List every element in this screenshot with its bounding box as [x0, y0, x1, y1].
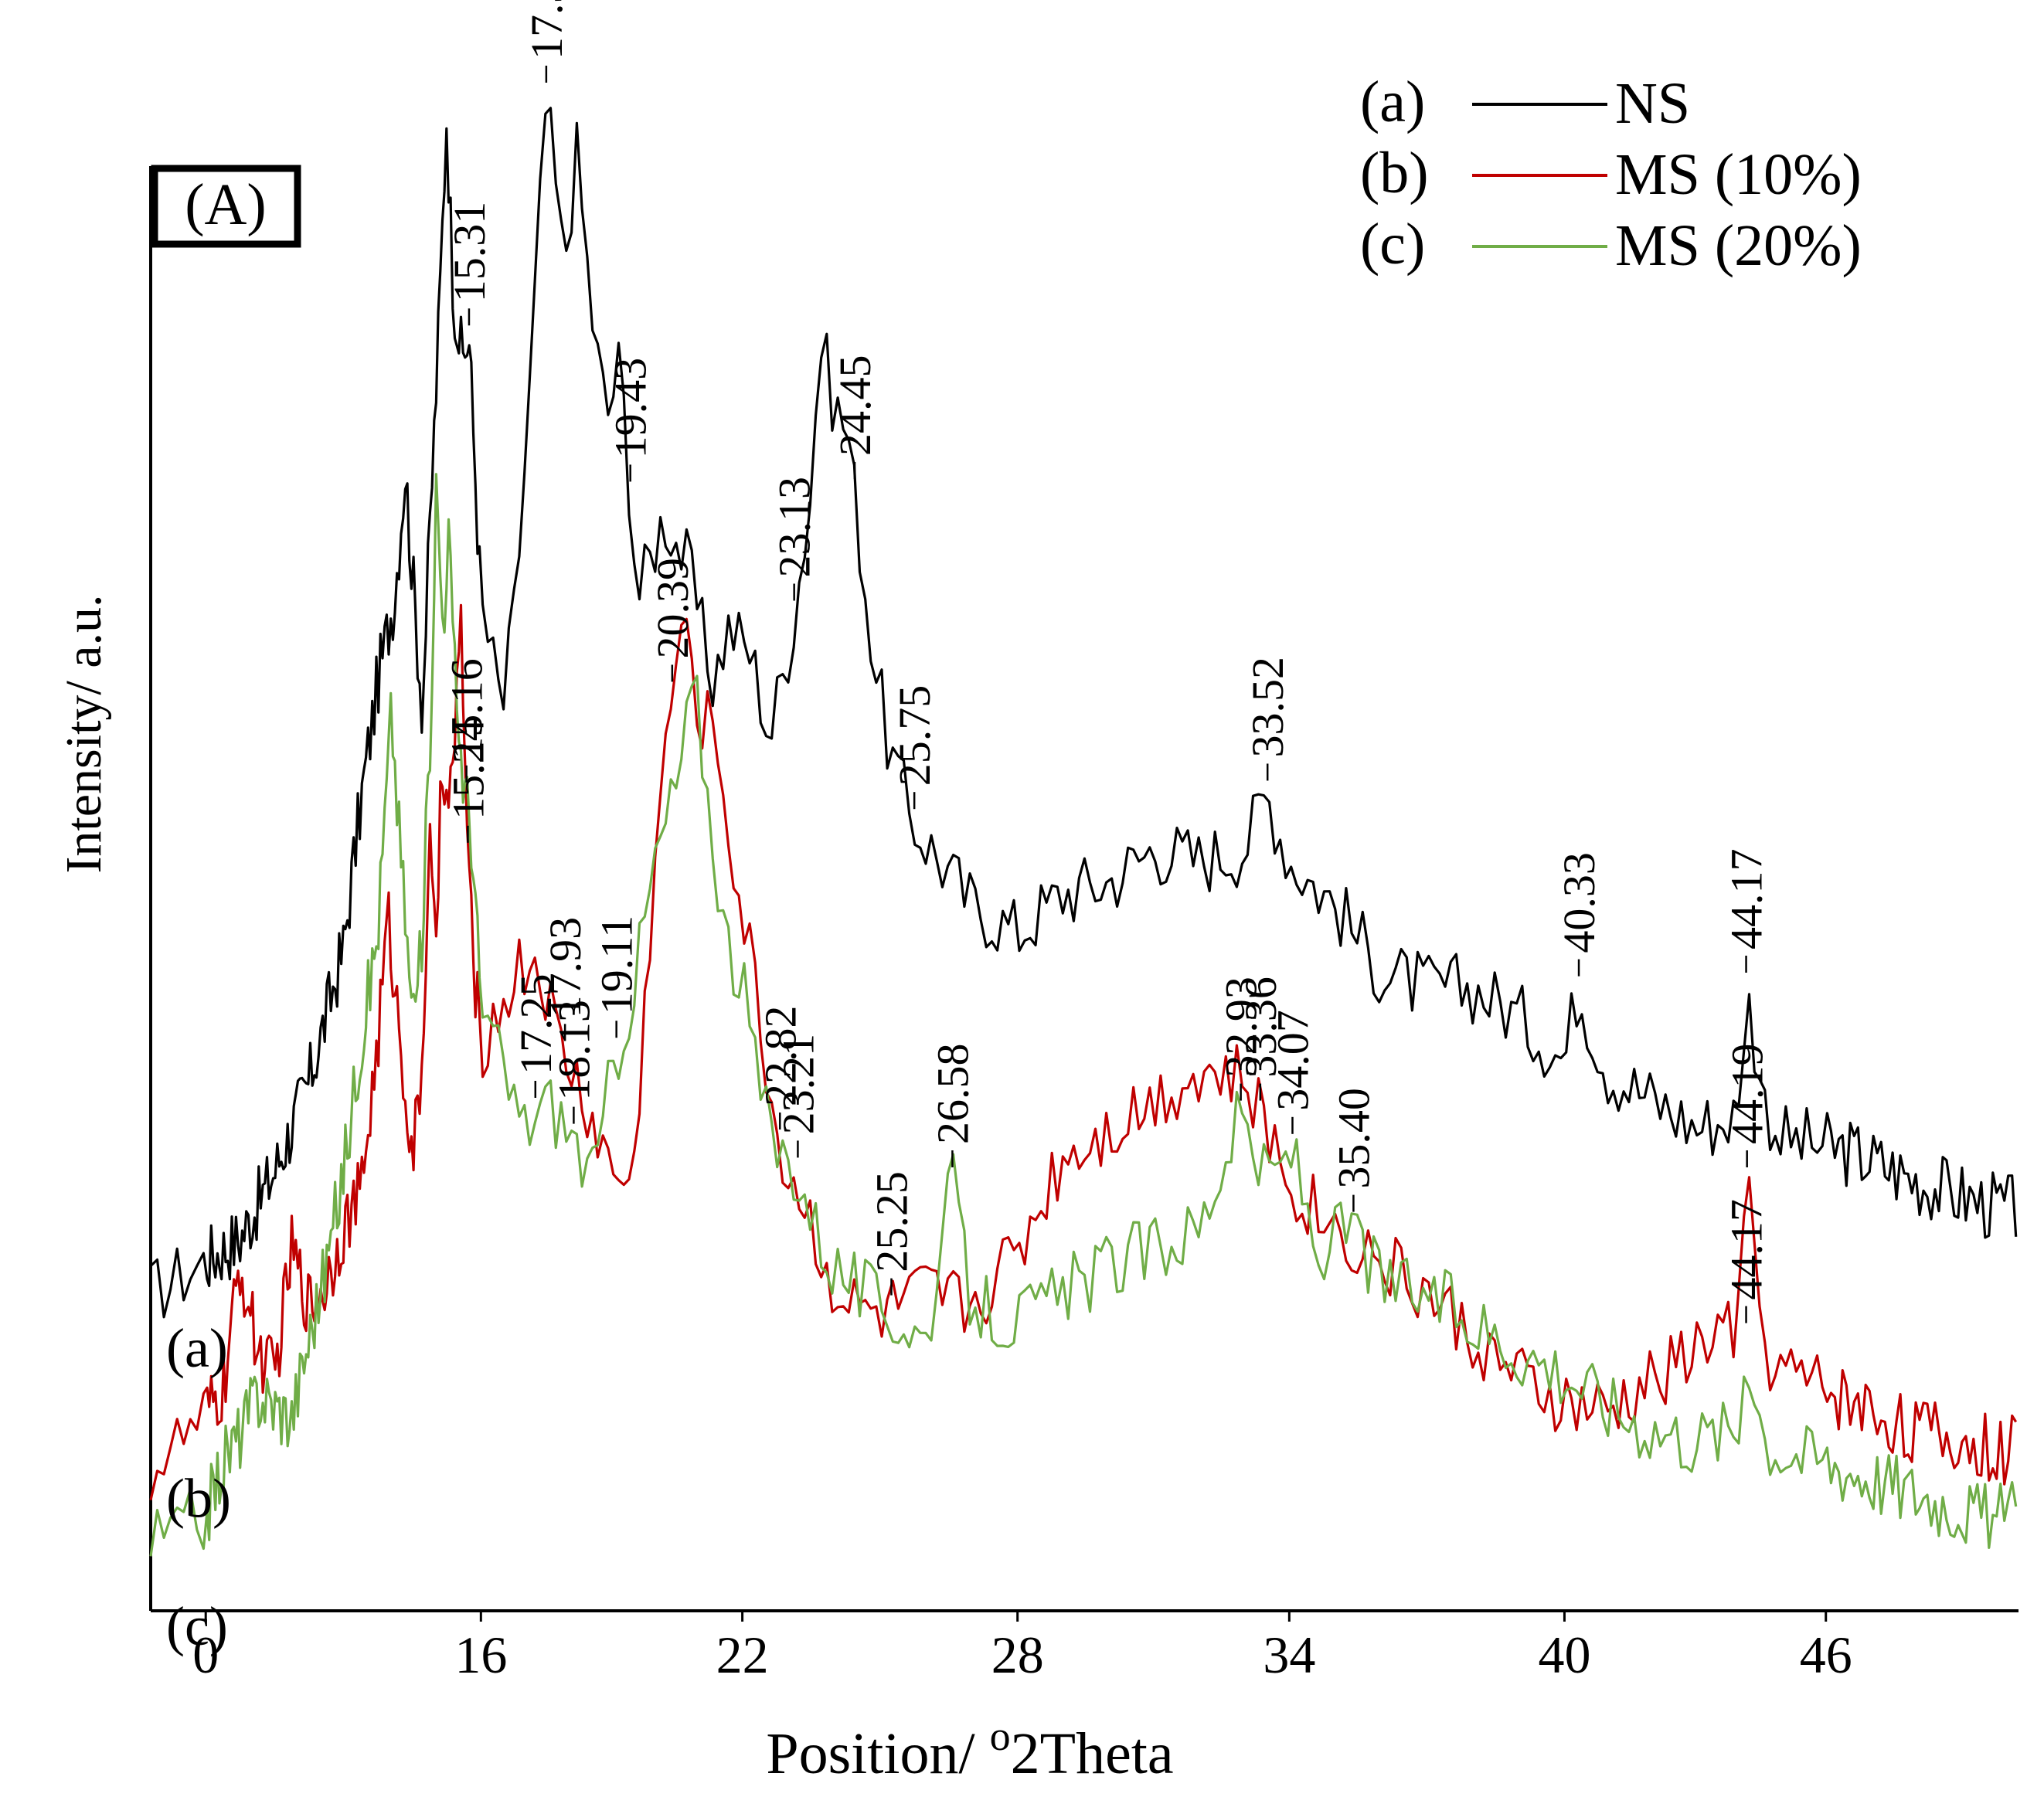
peak-value-b-5: 33.36 — [1236, 977, 1286, 1078]
peak-label-a-5: 25.75 — [889, 685, 940, 810]
curves — [149, 107, 2018, 1557]
peak-value-c-3: 19.11 — [592, 915, 642, 1014]
peak-value-c-7: 34.07 — [1268, 1010, 1318, 1111]
legend: (a) NS (b) MS (10%) (c) MS (20%) — [1360, 70, 1862, 278]
x-axis-label: Position/ o2Theta — [766, 1713, 1173, 1786]
series-line-b — [149, 603, 2018, 1501]
peak-label-c-2: 18.13 — [549, 1000, 599, 1124]
legend-tag-c: (c) — [1360, 212, 1425, 277]
y-axis-label: Intensity/ a.u. — [56, 594, 112, 873]
peak-value-c-4: 23.21 — [773, 1034, 823, 1135]
peak-label-a-4: 24.45 — [830, 355, 880, 479]
peak-value-b-0: 15.24 — [443, 718, 493, 820]
curve-tag-c: (c) — [166, 1595, 228, 1657]
peak-value-a-6: 33.52 — [1243, 657, 1293, 758]
peak-value-a-3: 23.13 — [770, 477, 820, 578]
x-axis-label-tail: 2Theta — [1011, 1721, 1174, 1786]
peak-label-b-2: 20.39 — [648, 558, 698, 682]
peak-label-a-1: 17.50 — [522, 0, 572, 83]
peak-value-b-3: 22.82 — [755, 1006, 805, 1107]
peak-value-c-2: 18.13 — [549, 1000, 599, 1101]
peak-label-a-6: 33.52 — [1243, 657, 1293, 781]
peak-label-c-3: 19.11 — [592, 915, 642, 1038]
legend-tag-a: (a) — [1360, 70, 1425, 134]
peak-value-b-4: 25.25 — [866, 1171, 917, 1272]
x-tick-label-0: 0 — [192, 1625, 219, 1684]
peak-label-b-3: 22.82 — [755, 1006, 805, 1130]
peak-label-c-6: 32.93 — [1216, 977, 1267, 1101]
peak-label-c-7: 34.07 — [1268, 1010, 1318, 1134]
x-tick-label-5: 40 — [1538, 1625, 1590, 1684]
x-tick-label-1: 16 — [454, 1625, 507, 1684]
peak-label-b-4: 25.25 — [866, 1171, 917, 1296]
peak-label-a-3: 23.13 — [770, 477, 820, 601]
peak-value-a-7: 40.33 — [1554, 852, 1604, 953]
peak-value-c-6: 32.93 — [1216, 977, 1267, 1078]
peak-value-a-2: 19.43 — [606, 358, 656, 459]
peak-value-c-5: 26.58 — [927, 1044, 978, 1145]
legend-name-c: MS (20%) — [1615, 213, 1862, 278]
curve-tag-a: (a) — [166, 1317, 228, 1379]
legend-entry-b: (b) MS (10%) — [1360, 141, 1862, 207]
peak-label-a-8: 44.17 — [1722, 849, 1772, 973]
panel-label: (A) — [151, 165, 301, 248]
peak-value-a-8: 44.17 — [1722, 849, 1772, 950]
peak-label-c-4: 23.21 — [773, 1034, 823, 1158]
peak-label-c-0: 15.16 — [442, 658, 492, 783]
peak-label-c-5: 26.58 — [927, 1044, 978, 1167]
legend-name-b: MS (10%) — [1615, 142, 1862, 207]
peak-label-a-0: 15.31 — [444, 202, 495, 326]
peak-label-c-1: 17.25 — [511, 974, 561, 1098]
peak-value-a-4: 24.45 — [830, 355, 880, 457]
legend-tag-b: (b) — [1360, 141, 1429, 206]
peak-value-c-0: 15.16 — [442, 658, 492, 759]
legend-entry-a: (a) NS — [1360, 70, 1690, 136]
peak-label-a-7: 40.33 — [1554, 852, 1604, 977]
peak-value-c-9: 44.17 — [1722, 1199, 1772, 1300]
x-axis-label-sup: o — [990, 1713, 1011, 1759]
legend-entry-c: (c) MS (20%) — [1360, 212, 1862, 278]
peak-value-a-5: 25.75 — [889, 685, 940, 786]
x-tick-label-6: 46 — [1800, 1625, 1852, 1684]
x-ticks: 0 16 22 28 34 40 46 — [192, 1611, 1852, 1684]
panel-label-text: (A) — [185, 172, 267, 237]
peak-label-b-5: 33.36 — [1236, 977, 1286, 1101]
legend-name-a: NS — [1615, 71, 1690, 136]
peak-value-b-1: 17.93 — [540, 917, 590, 1018]
peak-value-b-6: 44.19 — [1723, 1044, 1773, 1145]
series-line-a — [149, 107, 2018, 1319]
peak-label-b-1: 17.93 — [540, 917, 590, 1041]
peak-label-c-9: 44.17 — [1722, 1199, 1772, 1323]
curve-tag-b: (b) — [166, 1467, 231, 1529]
x-tick-label-3: 28 — [991, 1625, 1044, 1684]
x-tick-label-2: 22 — [716, 1625, 769, 1684]
peak-label-a-2: 19.43 — [606, 358, 656, 482]
peak-label-c-8: 35.40 — [1328, 1088, 1379, 1212]
peak-value-c-8: 35.40 — [1328, 1088, 1379, 1189]
x-tick-label-4: 34 — [1263, 1625, 1315, 1684]
peak-value-a-1: 17.50 — [522, 0, 572, 59]
curve-tags: (a) (b) (c) — [166, 1317, 231, 1657]
peak-label-b-6: 44.19 — [1723, 1044, 1773, 1167]
peak-value-a-0: 15.31 — [444, 202, 495, 303]
peak-value-c-1: 17.25 — [511, 974, 561, 1075]
series-line-c — [149, 473, 2018, 1557]
peak-label-b-0: 15.24 — [443, 718, 493, 843]
x-axis-label-main: Position/ — [766, 1721, 989, 1786]
peak-value-b-2: 20.39 — [648, 558, 698, 659]
